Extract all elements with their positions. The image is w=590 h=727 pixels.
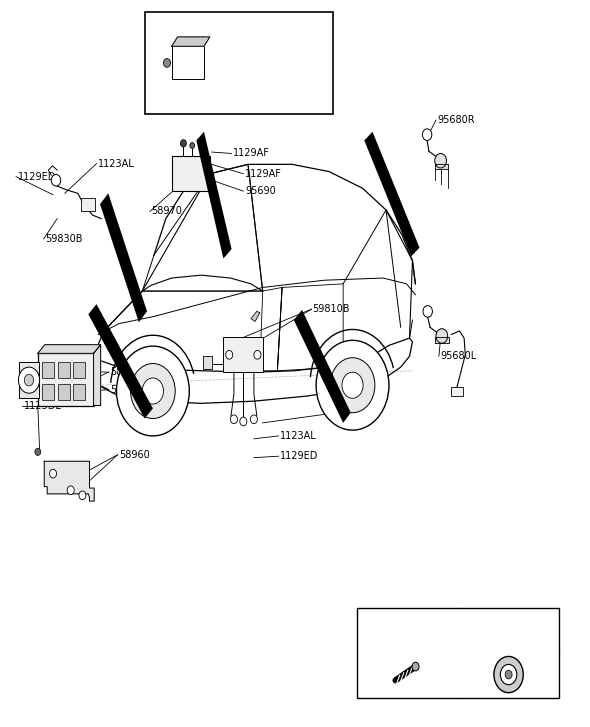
Polygon shape bbox=[364, 132, 419, 257]
Text: 95680R: 95680R bbox=[437, 115, 475, 125]
Bar bbox=[42, 362, 54, 378]
Circle shape bbox=[226, 350, 232, 359]
Text: 1123GT: 1123GT bbox=[327, 409, 365, 419]
Bar bbox=[58, 384, 70, 400]
Circle shape bbox=[181, 140, 186, 147]
Circle shape bbox=[422, 129, 432, 140]
Bar bbox=[224, 337, 263, 372]
Polygon shape bbox=[251, 311, 260, 321]
Text: 95680L: 95680L bbox=[441, 351, 477, 361]
Text: 1129ED: 1129ED bbox=[280, 451, 319, 461]
Bar bbox=[172, 156, 210, 191]
Circle shape bbox=[412, 662, 419, 671]
Circle shape bbox=[436, 329, 448, 343]
Circle shape bbox=[500, 664, 517, 685]
Bar bbox=[42, 384, 54, 400]
Circle shape bbox=[254, 350, 261, 359]
Bar bbox=[145, 12, 333, 113]
Circle shape bbox=[67, 486, 74, 494]
Text: 95690: 95690 bbox=[245, 186, 276, 196]
Bar bbox=[81, 198, 96, 212]
Circle shape bbox=[116, 346, 189, 436]
Circle shape bbox=[24, 374, 34, 386]
Circle shape bbox=[505, 670, 512, 679]
Polygon shape bbox=[44, 461, 94, 501]
Circle shape bbox=[316, 340, 389, 430]
Bar bbox=[58, 362, 70, 378]
Polygon shape bbox=[196, 132, 232, 259]
Circle shape bbox=[163, 59, 171, 68]
Circle shape bbox=[35, 449, 41, 456]
Text: 58920: 58920 bbox=[110, 385, 141, 395]
Text: 1123AL: 1123AL bbox=[280, 431, 317, 441]
Text: 58960: 58960 bbox=[119, 450, 150, 459]
Circle shape bbox=[130, 364, 175, 419]
Polygon shape bbox=[172, 37, 210, 47]
Polygon shape bbox=[94, 345, 101, 406]
Polygon shape bbox=[435, 164, 448, 169]
Circle shape bbox=[142, 378, 163, 404]
Circle shape bbox=[250, 415, 257, 424]
Bar bbox=[203, 356, 212, 369]
Text: 95690: 95690 bbox=[206, 76, 234, 86]
Text: 1129ED: 1129ED bbox=[18, 172, 56, 182]
Circle shape bbox=[190, 142, 195, 148]
Circle shape bbox=[50, 469, 57, 478]
Bar bbox=[357, 608, 559, 698]
Text: 1129AF: 1129AF bbox=[245, 169, 282, 179]
Polygon shape bbox=[38, 345, 101, 353]
Polygon shape bbox=[100, 193, 147, 322]
Text: 59830B: 59830B bbox=[45, 234, 83, 244]
Text: 58910B: 58910B bbox=[110, 367, 148, 377]
Bar bbox=[38, 353, 94, 406]
Circle shape bbox=[494, 656, 523, 693]
Text: 1123AL: 1123AL bbox=[99, 158, 135, 169]
Polygon shape bbox=[88, 304, 153, 419]
Text: 1125DL: 1125DL bbox=[24, 401, 61, 411]
Circle shape bbox=[51, 174, 61, 186]
Circle shape bbox=[435, 153, 447, 168]
Polygon shape bbox=[435, 337, 449, 343]
Text: 58970: 58970 bbox=[206, 57, 234, 66]
Bar bbox=[73, 384, 85, 400]
Bar bbox=[73, 362, 85, 378]
Circle shape bbox=[330, 358, 375, 413]
Bar bbox=[451, 387, 463, 396]
Circle shape bbox=[240, 417, 247, 426]
Circle shape bbox=[18, 367, 40, 393]
Circle shape bbox=[423, 305, 432, 317]
Text: 1130DB: 1130DB bbox=[388, 624, 427, 634]
Text: 59810B: 59810B bbox=[313, 304, 350, 314]
Text: 58970: 58970 bbox=[151, 206, 182, 217]
Circle shape bbox=[231, 415, 237, 424]
Bar bbox=[19, 362, 39, 398]
Circle shape bbox=[342, 372, 363, 398]
Polygon shape bbox=[294, 310, 351, 423]
Text: (14MY): (14MY) bbox=[156, 20, 192, 31]
Text: 1339CC: 1339CC bbox=[490, 624, 527, 634]
Text: 1129AF: 1129AF bbox=[233, 148, 270, 158]
Circle shape bbox=[79, 491, 86, 499]
